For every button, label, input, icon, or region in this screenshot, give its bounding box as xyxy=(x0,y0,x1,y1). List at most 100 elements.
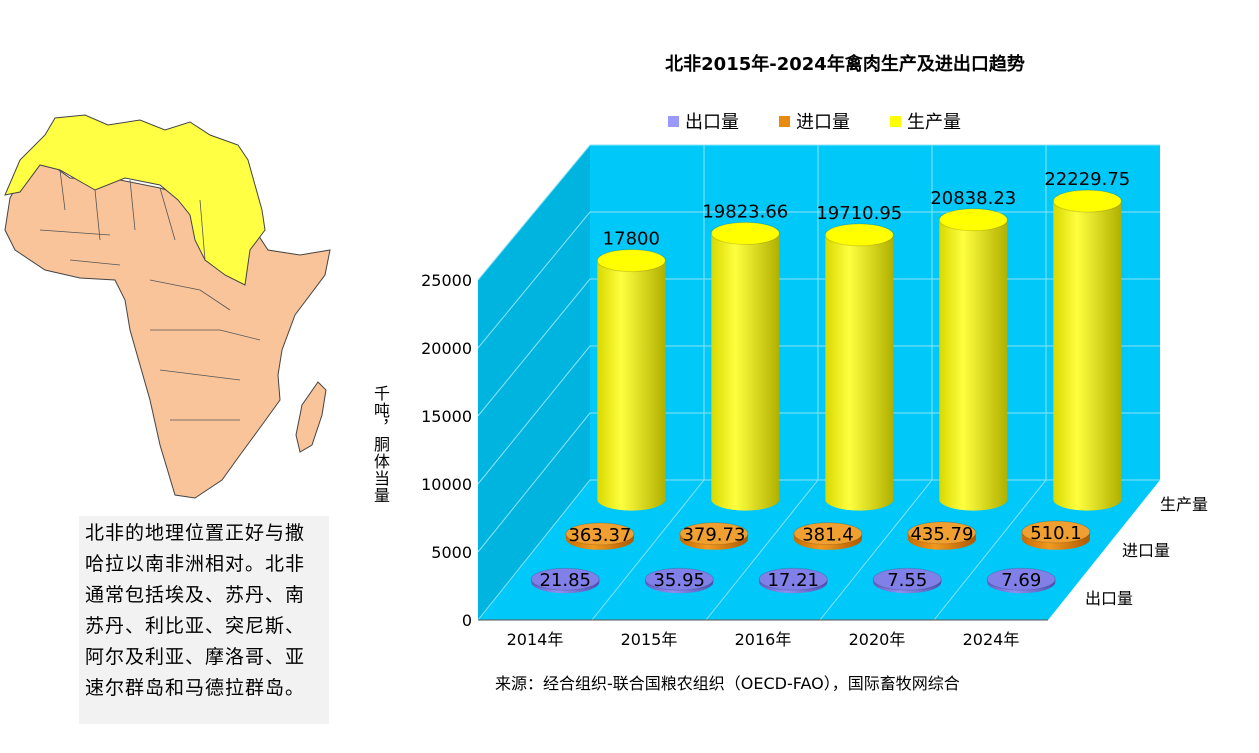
x-tick-label: 2016年 xyxy=(735,630,792,649)
bar-top xyxy=(530,567,600,591)
legend-item-export: 出口量 xyxy=(668,108,739,134)
data-label: 379.73 xyxy=(682,525,745,546)
data-label: 19710.95 xyxy=(816,203,902,224)
bar-1-2: 381.4 xyxy=(793,522,863,550)
chart-title: 北非2015年-2024年禽肉生产及进出口趋势 xyxy=(665,54,1025,75)
chart-marks: 21.85 35.95 17.21 7.55 7.69 363.37 379.73 381.4… xyxy=(530,169,1130,594)
bar-top xyxy=(644,567,714,591)
depth-label: 出口量 xyxy=(1085,589,1133,608)
bar-0-2: 17.21 xyxy=(758,567,828,594)
bar-top xyxy=(907,521,977,545)
y-tick-label: 25000 xyxy=(421,271,472,290)
bar-1-4: 510.1 xyxy=(1021,520,1091,550)
legend-label-production: 生产量 xyxy=(907,112,961,133)
bar-2-2: 19710.95 xyxy=(816,203,902,511)
bar-2-4: 22229.75 xyxy=(1044,169,1130,511)
bar-0-1: 35.95 xyxy=(644,567,714,594)
depth-label: 进口量 xyxy=(1122,541,1170,560)
legend-item-import: 进口量 xyxy=(779,108,850,134)
data-label: 19823.66 xyxy=(702,201,788,222)
bar-body xyxy=(597,260,666,511)
data-label: 17.21 xyxy=(767,570,819,591)
y-tick-label: 20000 xyxy=(421,339,472,358)
bar-top xyxy=(679,522,749,546)
bar-0-3: 7.55 xyxy=(872,567,942,594)
bar-body xyxy=(711,233,780,511)
legend-label-export: 出口量 xyxy=(685,112,739,133)
side-wall xyxy=(478,145,590,620)
y-tick-label: 5000 xyxy=(431,543,472,562)
bar-top xyxy=(758,567,828,591)
legend-swatch-import xyxy=(779,115,790,127)
x-axis-ticks: 2014年 2015年 2016年 2020年 2024年 xyxy=(507,630,1020,649)
y-gridline xyxy=(477,144,1160,281)
x-tick-label: 2014年 xyxy=(507,630,564,649)
data-label: 510.1 xyxy=(1030,523,1082,544)
note-line: 哈拉以南非洲相对。北非 xyxy=(85,553,306,575)
bar-body xyxy=(1053,201,1122,511)
bar-body xyxy=(939,219,1008,511)
legend-swatch-export xyxy=(668,115,679,127)
note-line: 通常包括埃及、苏丹、南 xyxy=(85,584,306,606)
bar-top xyxy=(824,223,894,247)
bar-top xyxy=(596,249,666,273)
floor-gridline xyxy=(591,479,705,621)
source-note: 来源：经合组织-联合国粮农组织（OECD-FAO），国际畜牧网综合 xyxy=(495,674,960,693)
bar-2-0: 17800 xyxy=(596,229,666,511)
bar-2-1: 19823.66 xyxy=(702,201,788,511)
bar-body xyxy=(825,234,894,511)
bar-2-3: 20838.23 xyxy=(930,188,1016,511)
bar-0-0: 21.85 xyxy=(530,567,600,594)
note-line: 苏丹、利比亚、突尼斯、 xyxy=(85,615,306,637)
bar-top xyxy=(938,208,1008,232)
bar-1-1: 379.73 xyxy=(679,522,749,550)
depth-label: 生产量 xyxy=(1160,495,1208,514)
bar-0-4: 7.69 xyxy=(986,567,1056,594)
note-line: 阿尔及利亚、摩洛哥、亚 xyxy=(85,646,306,668)
x-tick-label: 2024年 xyxy=(963,630,1020,649)
data-label: 7.55 xyxy=(887,570,927,591)
north-africa-region xyxy=(4,114,266,286)
bar-top xyxy=(710,221,780,245)
bar-top xyxy=(793,522,863,546)
depth-axis-labels: 出口量 进口量 生产量 xyxy=(1085,495,1208,608)
data-label: 381.4 xyxy=(802,525,854,546)
legend-item-production: 生产量 xyxy=(890,108,961,134)
floor-gridline xyxy=(819,479,933,621)
note-line: 北非的地理位置正好与撒 xyxy=(85,522,306,544)
data-label: 35.95 xyxy=(653,570,705,591)
x-tick-label: 2015年 xyxy=(621,630,678,649)
chart-legend: 出口量 进口量 生产量 xyxy=(668,108,961,134)
country-borders xyxy=(39,169,261,421)
madagascar-island xyxy=(295,381,327,453)
data-label: 22229.75 xyxy=(1044,169,1130,190)
data-label: 363.37 xyxy=(568,525,631,546)
legend-swatch-production xyxy=(890,115,901,127)
y-tick-label: 0 xyxy=(462,611,472,630)
africa-map xyxy=(4,114,331,499)
note-line: 速尔群岛和马德拉群岛。 xyxy=(85,677,306,699)
gridlines xyxy=(477,144,1160,621)
bar-top xyxy=(1052,189,1122,213)
data-label: 435.79 xyxy=(910,524,973,545)
bar-top xyxy=(986,567,1056,591)
legend-label-import: 进口量 xyxy=(796,112,850,133)
data-label: 20838.23 xyxy=(930,188,1016,209)
y-tick-label: 15000 xyxy=(421,407,472,426)
bar-top xyxy=(1021,520,1091,544)
y-axis-label: 千吨，胴体当量 xyxy=(371,385,390,504)
bar-top xyxy=(565,522,635,546)
bar-1-0: 363.37 xyxy=(565,522,635,550)
north-africa-note: 北非的地理位置正好与撒 哈拉以南非洲相对。北非 通常包括埃及、苏丹、南 苏丹、利… xyxy=(79,516,329,724)
y-tick-label: 10000 xyxy=(421,475,472,494)
data-label: 17800 xyxy=(603,229,660,250)
floor-gridline xyxy=(705,479,819,621)
x-tick-label: 2020年 xyxy=(849,630,906,649)
y-axis-ticks: 0 5000 10000 15000 20000 25000 xyxy=(421,271,472,630)
data-label: 7.69 xyxy=(1001,570,1041,591)
bar-1-3: 435.79 xyxy=(907,521,977,550)
bar-top xyxy=(872,567,942,591)
data-label: 21.85 xyxy=(539,570,591,591)
floor-gridline xyxy=(933,479,1047,621)
